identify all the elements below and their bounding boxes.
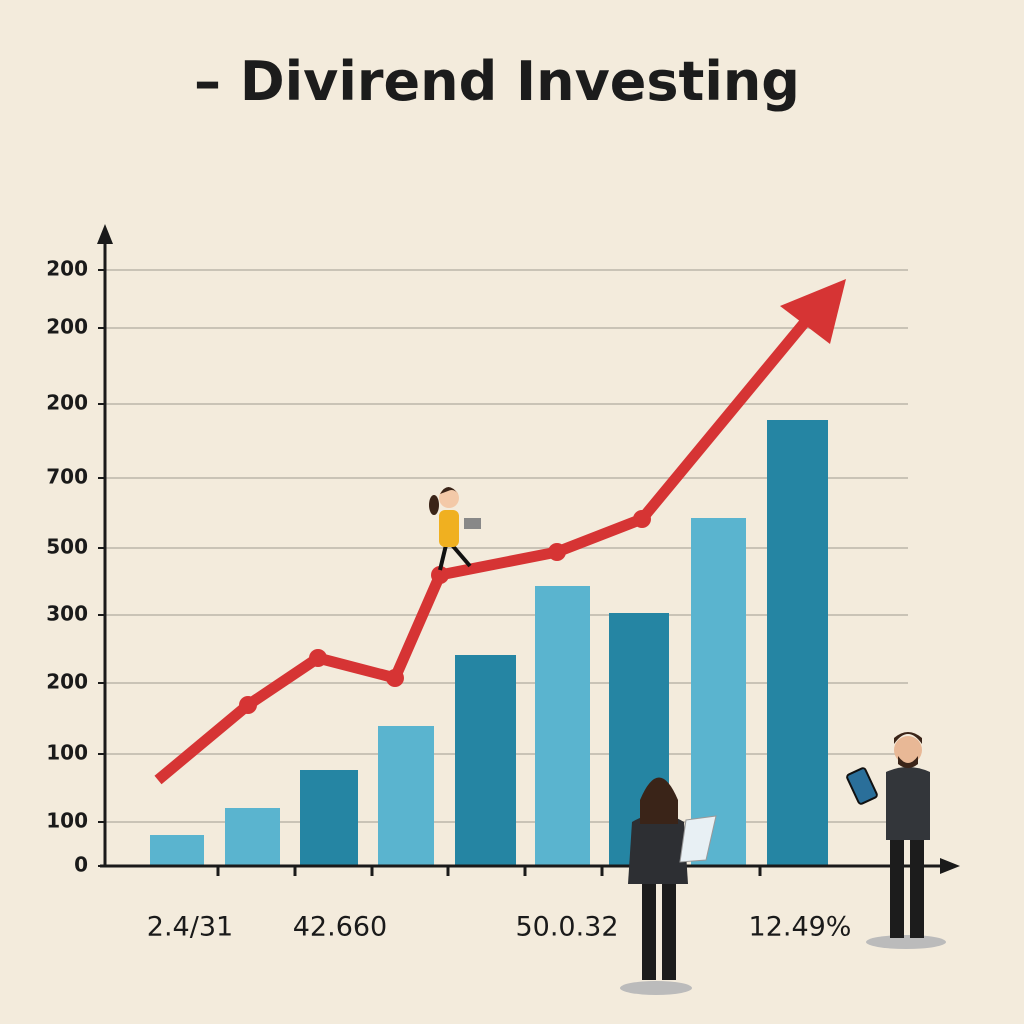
y-label: 0 bbox=[74, 853, 88, 877]
bar bbox=[767, 420, 828, 866]
y-label: 200 bbox=[46, 315, 88, 339]
y-label: 500 bbox=[46, 535, 88, 559]
y-label: 200 bbox=[46, 257, 88, 281]
man bbox=[846, 732, 946, 949]
bar bbox=[378, 726, 434, 866]
jacket bbox=[628, 814, 688, 884]
tablet bbox=[464, 518, 481, 529]
axes bbox=[97, 224, 960, 876]
tablet bbox=[846, 767, 878, 805]
bar bbox=[150, 835, 204, 866]
shadow bbox=[620, 981, 692, 995]
woman bbox=[620, 777, 717, 995]
leg bbox=[438, 544, 448, 571]
ponytail bbox=[429, 495, 439, 515]
bar bbox=[225, 808, 280, 866]
bar bbox=[691, 518, 746, 866]
trend-point bbox=[431, 566, 449, 584]
hair bbox=[894, 732, 922, 744]
title: – Divirend Investing bbox=[194, 50, 800, 113]
leg bbox=[642, 878, 656, 980]
leg bbox=[662, 878, 676, 980]
beard bbox=[898, 756, 918, 768]
y-label: 200 bbox=[46, 391, 88, 415]
paper bbox=[679, 815, 717, 863]
y-label: 200 bbox=[46, 670, 88, 694]
x-label: 12.49% bbox=[749, 912, 852, 943]
x-arrow bbox=[940, 858, 960, 874]
trend-point bbox=[633, 510, 651, 528]
labels: 200 200 200 700 500 300 200 100 100 0 2.4/31 42.660… bbox=[46, 257, 851, 943]
x-label: 50.0.32 bbox=[515, 912, 618, 943]
trend-point bbox=[548, 543, 566, 561]
leg bbox=[450, 543, 472, 568]
jacket bbox=[886, 767, 930, 840]
y-label: 300 bbox=[46, 602, 88, 626]
x-label: 42.660 bbox=[293, 912, 387, 943]
leg bbox=[910, 838, 924, 938]
trend-point bbox=[386, 669, 404, 687]
y-label: 100 bbox=[46, 809, 88, 833]
head bbox=[439, 488, 459, 508]
hair bbox=[440, 487, 458, 494]
bar bbox=[300, 770, 358, 866]
bar bbox=[455, 655, 516, 866]
shadow bbox=[866, 935, 946, 949]
trend-point bbox=[309, 649, 327, 667]
trend-line bbox=[154, 279, 846, 785]
y-label: 700 bbox=[46, 465, 88, 489]
y-arrow bbox=[97, 224, 113, 244]
hair bbox=[640, 777, 678, 824]
y-label: 100 bbox=[46, 741, 88, 765]
bar bbox=[535, 586, 590, 866]
trend-arrowhead bbox=[780, 279, 846, 344]
trend-path bbox=[154, 318, 810, 785]
climber bbox=[429, 487, 481, 571]
body bbox=[439, 510, 459, 547]
x-label: 2.4/31 bbox=[147, 912, 233, 943]
leg bbox=[890, 838, 904, 938]
head bbox=[894, 736, 922, 764]
trend-point bbox=[239, 696, 257, 714]
